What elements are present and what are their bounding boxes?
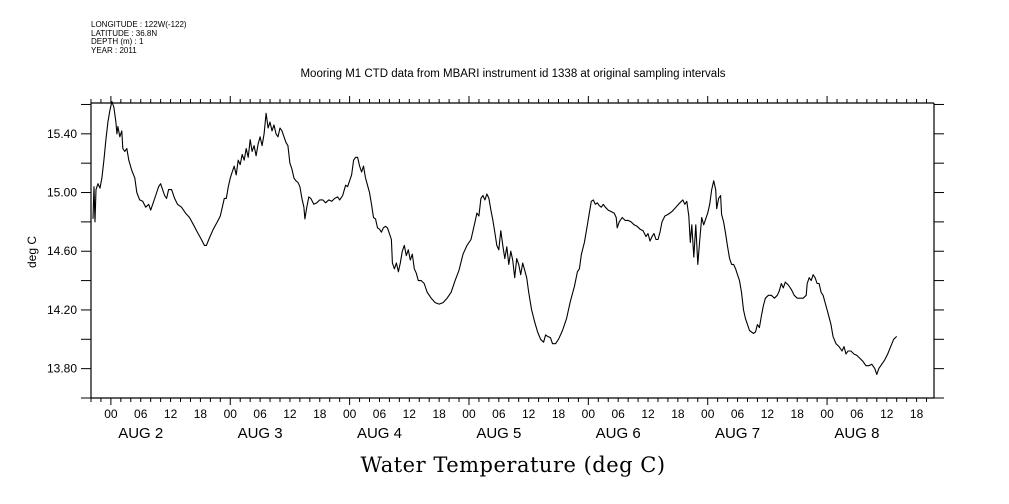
year-text: YEAR : 2011 bbox=[91, 45, 137, 55]
x-tick-label: 18 bbox=[910, 407, 924, 421]
metadata-block: LONGITUDE : 122W(-122) LATITUDE : 36.8N … bbox=[91, 20, 187, 55]
y-axis-label: deg C bbox=[25, 236, 39, 268]
chart-title: Mooring M1 CTD data from MBARI instrumen… bbox=[300, 68, 726, 80]
y-tick-label: 15.40 bbox=[47, 127, 77, 141]
x-tick-label: 18 bbox=[791, 407, 805, 421]
x-tick-label: 18 bbox=[313, 407, 327, 421]
x-tick-label: 12 bbox=[403, 407, 417, 421]
longitude-text: LONGITUDE : 122W(-122) bbox=[91, 20, 187, 29]
axes bbox=[90, 102, 935, 399]
latitude-text: LATITUDE : 36.8N bbox=[91, 28, 158, 38]
x-tick-label: 12 bbox=[283, 407, 297, 421]
ticks bbox=[81, 96, 944, 405]
x-tick-label: 18 bbox=[671, 407, 685, 421]
x-tick-label: 18 bbox=[432, 407, 446, 421]
x-tick-label: 12 bbox=[522, 407, 536, 421]
x-tick-label: 12 bbox=[880, 407, 894, 421]
x-tick-label: 12 bbox=[761, 407, 775, 421]
x-tick-label: 06 bbox=[731, 407, 745, 421]
x-day-label: AUG 5 bbox=[476, 425, 521, 442]
x-tick-label: 00 bbox=[582, 407, 596, 421]
x-tick-label: 12 bbox=[164, 407, 178, 421]
x-tick-label: 18 bbox=[552, 407, 566, 421]
x-tick-label: 06 bbox=[253, 407, 267, 421]
x-day-label: AUG 8 bbox=[834, 425, 879, 442]
x-tick-label: 00 bbox=[343, 407, 357, 421]
x-day-label: AUG 3 bbox=[238, 425, 283, 442]
y-tick-label: 15.00 bbox=[47, 186, 77, 200]
y-tick-label: 14.60 bbox=[47, 244, 77, 258]
y-tick-label: 14.20 bbox=[47, 303, 77, 317]
tick-labels: 15.40 15.00 14.60 14.20 13.80 00 06 12 18 00 06 12 1… bbox=[47, 127, 924, 442]
x-tick-label: 00 bbox=[820, 407, 834, 421]
temperature-series-line bbox=[92, 100, 898, 376]
series-group bbox=[92, 100, 898, 376]
x-day-label: AUG 7 bbox=[715, 425, 760, 442]
x-day-label: AUG 4 bbox=[357, 425, 402, 442]
x-tick-label: 00 bbox=[462, 407, 476, 421]
x-tick-label: 06 bbox=[373, 407, 387, 421]
x-tick-label: 18 bbox=[194, 407, 208, 421]
x-tick-label: 00 bbox=[224, 407, 238, 421]
x-tick-label: 12 bbox=[641, 407, 655, 421]
x-tick-label: 00 bbox=[104, 407, 118, 421]
x-day-label: AUG 2 bbox=[118, 425, 163, 442]
depth-text: DEPTH (m) : 1 bbox=[91, 37, 144, 47]
x-tick-label: 06 bbox=[850, 407, 864, 421]
x-axis-label: Water Temperature (deg C) bbox=[360, 453, 666, 477]
x-tick-label: 06 bbox=[492, 407, 506, 421]
x-tick-label: 06 bbox=[134, 407, 148, 421]
x-tick-label: 06 bbox=[612, 407, 626, 421]
x-day-label: AUG 6 bbox=[596, 425, 641, 442]
x-tick-label: 00 bbox=[701, 407, 715, 421]
y-tick-label: 13.80 bbox=[47, 362, 77, 376]
